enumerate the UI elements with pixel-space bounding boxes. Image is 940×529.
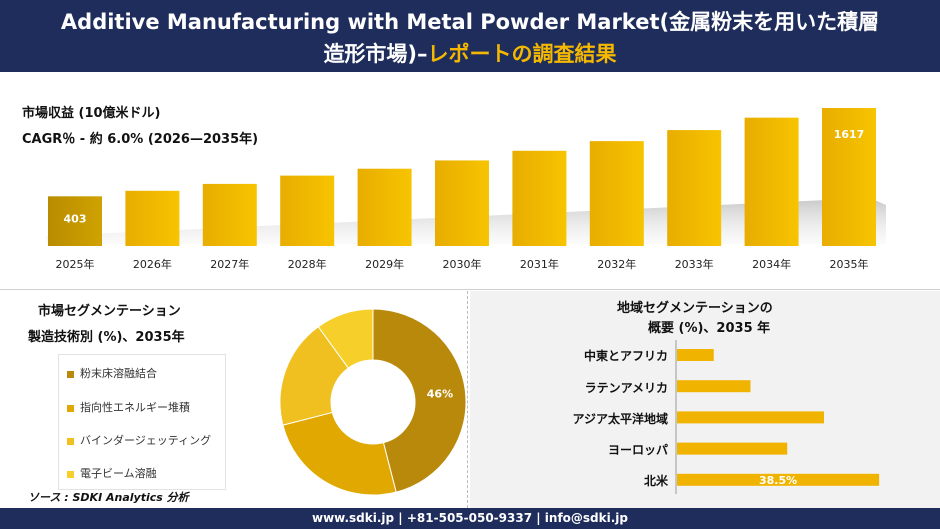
- revenue-bar: [125, 190, 180, 246]
- region-value-label: 38.5%: [759, 474, 797, 487]
- bar-value-label: 403: [64, 212, 87, 225]
- technology-title-line1: 市場セグメンテーション: [38, 304, 181, 319]
- legend-swatch: [67, 437, 74, 445]
- year-tick-label: 2029年: [365, 257, 404, 271]
- region-label: 北米: [643, 474, 668, 488]
- revenue-bar: [822, 108, 876, 246]
- legend-item: 指向性エネルギー堆積: [67, 399, 190, 415]
- year-tick-label: 2026年: [133, 257, 172, 271]
- revenue-label: 市場収益 (10億米ドル): [22, 106, 161, 121]
- region-label: アジア太平洋地域: [572, 412, 668, 426]
- region-bar: [677, 411, 824, 424]
- year-tick-label: 2025年: [56, 257, 95, 271]
- technology-legend: 粉末床溶融結合 指向性エネルギー堆積 バインダージェッティング 電子ビーム溶融: [58, 354, 226, 490]
- bar-value-label: 1617: [834, 128, 865, 141]
- revenue-bar: [202, 183, 257, 246]
- year-tick-label: 2033年: [675, 257, 714, 271]
- donut-slice: [372, 308, 467, 493]
- region-bar: [677, 473, 880, 486]
- region-label: ラテンアメリカ: [584, 381, 668, 395]
- revenue-bar: [744, 117, 799, 246]
- legend-label: 粉末床溶融結合: [80, 367, 157, 380]
- year-tick-label: 2030年: [443, 257, 482, 271]
- year-tick-label: 2031年: [520, 257, 559, 271]
- legend-label: バインダージェッティング: [80, 434, 212, 447]
- region-bar: [677, 442, 788, 455]
- header-title-line2-accent: レポートの調査結果: [427, 42, 617, 66]
- region-label: 中東とアフリカ: [583, 349, 668, 363]
- year-tick-label: 2035年: [830, 257, 869, 271]
- year-tick-label: 2027年: [210, 257, 249, 271]
- region-title-line2: 概要 (%)、2035 年: [648, 321, 771, 336]
- year-tick-label: 2028年: [288, 257, 327, 271]
- year-tick-label: 2034年: [752, 257, 791, 271]
- year-tick-label: 2032年: [597, 257, 636, 271]
- revenue-bar: [512, 150, 567, 246]
- legend-label: 指向性エネルギー堆積: [80, 401, 190, 414]
- footer-contact: www.sdki.jp | +81-505-050-9337 | info@sd…: [0, 508, 940, 529]
- revenue-bar: [667, 130, 722, 246]
- region-bar: [677, 380, 751, 393]
- legend-item: バインダージェッティング: [67, 432, 211, 448]
- header-title-line2: 造形市場)–レポートの調査結果: [0, 38, 940, 68]
- donut-value-label: 46%: [427, 388, 453, 401]
- legend-swatch: [67, 370, 74, 378]
- report-header: Additive Manufacturing with Metal Powder…: [0, 0, 940, 72]
- header-title-line1: Additive Manufacturing with Metal Powder…: [60, 10, 880, 34]
- donut-slice: [282, 411, 397, 496]
- technology-title-line2: 製造技術別 (%)、2035年: [28, 330, 185, 345]
- revenue-bar: [357, 168, 412, 246]
- technology-donut-chart: 46%: [279, 308, 467, 496]
- region-segment-panel: [470, 291, 940, 508]
- source-note: ソース : SDKI Analytics 分析: [28, 491, 189, 504]
- legend-item: 粉末床溶融結合: [67, 365, 157, 381]
- revenue-bar: [435, 160, 489, 246]
- header-title-line2-white: 造形市場)–: [323, 42, 428, 66]
- technology-segment-panel: [0, 291, 468, 508]
- legend-item: 電子ビーム溶融: [67, 465, 157, 481]
- cagr-label: CAGR％ - 約 6.0% (2026—2035年): [22, 132, 259, 147]
- region-title-line1: 地域セグメンテーションの: [617, 301, 773, 316]
- legend-label: 電子ビーム溶融: [80, 467, 157, 480]
- legend-swatch: [67, 404, 74, 412]
- region-label: ヨーロッパ: [607, 443, 668, 457]
- revenue-bar: [589, 141, 644, 246]
- region-bar: [677, 349, 714, 361]
- revenue-bar-chart: 2025年 403 2026年 2027年 2028年 2029年 2030年 2031年 20…: [46, 108, 886, 271]
- revenue-bar: [280, 175, 335, 246]
- region-bar-chart: 38.5%: [675, 340, 880, 494]
- revenue-bar: [48, 196, 102, 246]
- donut-slice: [317, 308, 374, 369]
- section-divider: [0, 289, 940, 290]
- legend-swatch: [67, 470, 74, 478]
